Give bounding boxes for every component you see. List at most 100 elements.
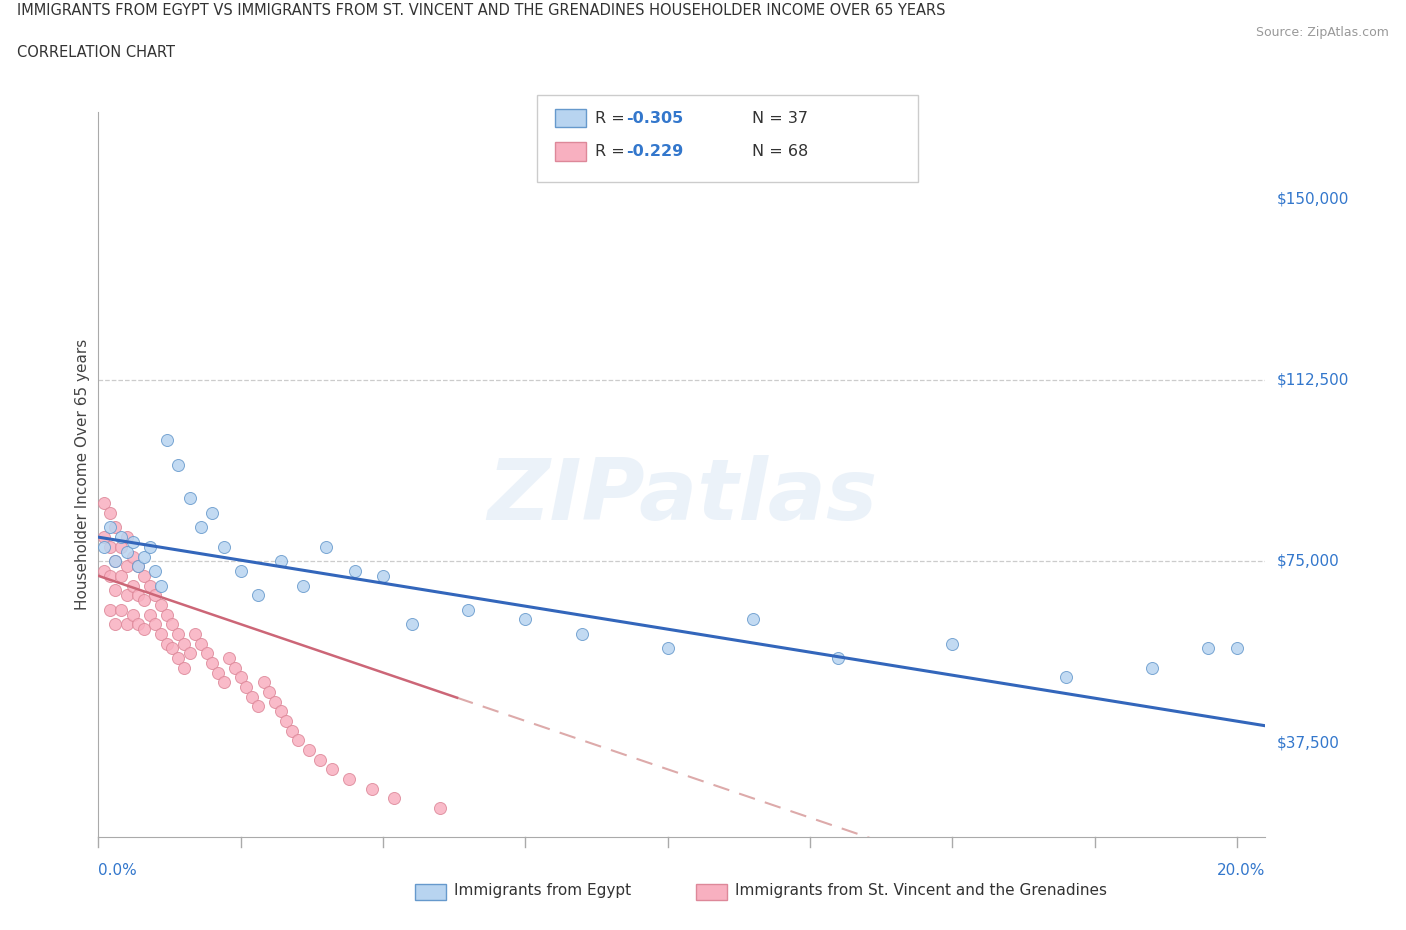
Point <box>150 597 173 612</box>
Point <box>121 535 143 550</box>
Point <box>218 651 240 666</box>
Point <box>121 549 143 564</box>
Text: ZIPatlas: ZIPatlas <box>486 455 877 538</box>
Text: R =: R = <box>595 144 630 159</box>
Point <box>167 651 190 666</box>
Point <box>138 607 160 622</box>
Point <box>309 752 332 767</box>
Point <box>104 583 127 598</box>
Point <box>742 612 765 627</box>
Point <box>132 549 155 564</box>
Point <box>93 564 115 578</box>
Point <box>190 636 212 651</box>
Point <box>173 636 195 651</box>
Point <box>104 554 127 569</box>
Point <box>571 627 593 642</box>
Point <box>190 520 212 535</box>
Point <box>121 607 143 622</box>
Point <box>121 578 143 593</box>
Text: $150,000: $150,000 <box>1277 192 1348 206</box>
Point <box>127 559 149 574</box>
Text: -0.305: -0.305 <box>626 111 683 126</box>
Point <box>179 645 201 660</box>
Point <box>104 554 127 569</box>
Point <box>143 564 166 578</box>
Point <box>207 665 229 680</box>
Point <box>138 578 160 593</box>
Point <box>371 568 394 583</box>
Point <box>212 675 235 690</box>
Point <box>827 651 849 666</box>
Point <box>156 636 179 651</box>
Point <box>224 660 246 675</box>
Point <box>132 568 155 583</box>
Point <box>138 539 160 554</box>
Point <box>941 636 963 651</box>
Point <box>195 645 218 660</box>
Point <box>240 689 263 704</box>
Point <box>270 704 292 719</box>
Point <box>110 603 132 618</box>
Point <box>229 670 252 684</box>
Text: Immigrants from St. Vincent and the Grenadines: Immigrants from St. Vincent and the Gren… <box>735 884 1108 898</box>
Point <box>132 621 155 636</box>
Point <box>343 564 366 578</box>
Text: $37,500: $37,500 <box>1277 736 1340 751</box>
Text: N = 37: N = 37 <box>752 111 808 126</box>
Text: IMMIGRANTS FROM EGYPT VS IMMIGRANTS FROM ST. VINCENT AND THE GRENADINES HOUSEHOL: IMMIGRANTS FROM EGYPT VS IMMIGRANTS FROM… <box>17 3 945 18</box>
Point <box>150 578 173 593</box>
Point <box>93 530 115 545</box>
Point <box>298 742 321 757</box>
Point <box>321 762 343 777</box>
Text: Immigrants from Egypt: Immigrants from Egypt <box>454 884 631 898</box>
Point <box>110 530 132 545</box>
Point <box>127 559 149 574</box>
Point <box>281 724 304 738</box>
Point <box>457 603 479 618</box>
Point <box>115 544 138 559</box>
Text: R =: R = <box>595 111 630 126</box>
Point <box>156 433 179 448</box>
Point <box>179 491 201 506</box>
Point <box>143 588 166 603</box>
Point <box>98 568 121 583</box>
Point <box>115 588 138 603</box>
Point <box>429 801 451 816</box>
Point <box>1226 641 1249 656</box>
Point <box>384 790 406 805</box>
Point <box>1054 670 1077 684</box>
Text: Source: ZipAtlas.com: Source: ZipAtlas.com <box>1256 26 1389 39</box>
Point <box>201 656 224 671</box>
Point <box>235 680 257 695</box>
Point <box>401 617 423 631</box>
Point <box>115 530 138 545</box>
Text: 20.0%: 20.0% <box>1218 863 1265 878</box>
Point <box>162 641 184 656</box>
Y-axis label: Householder Income Over 65 years: Householder Income Over 65 years <box>75 339 90 610</box>
Point <box>115 617 138 631</box>
Point <box>156 607 179 622</box>
Point <box>104 617 127 631</box>
Point <box>246 588 269 603</box>
Point <box>167 627 190 642</box>
Point <box>270 554 292 569</box>
Text: CORRELATION CHART: CORRELATION CHART <box>17 45 174 60</box>
Point <box>515 612 537 627</box>
Point <box>150 627 173 642</box>
Text: 0.0%: 0.0% <box>98 863 138 878</box>
Point <box>184 627 207 642</box>
Point <box>229 564 252 578</box>
Point <box>287 733 309 748</box>
Point <box>315 539 337 554</box>
Point <box>167 458 190 472</box>
Point <box>276 713 298 728</box>
Text: N = 68: N = 68 <box>752 144 808 159</box>
Point <box>98 603 121 618</box>
Point <box>264 694 287 709</box>
Point <box>173 660 195 675</box>
Point <box>104 520 127 535</box>
Point <box>657 641 679 656</box>
Point <box>201 506 224 521</box>
Point <box>127 588 149 603</box>
Text: $75,000: $75,000 <box>1277 554 1340 569</box>
